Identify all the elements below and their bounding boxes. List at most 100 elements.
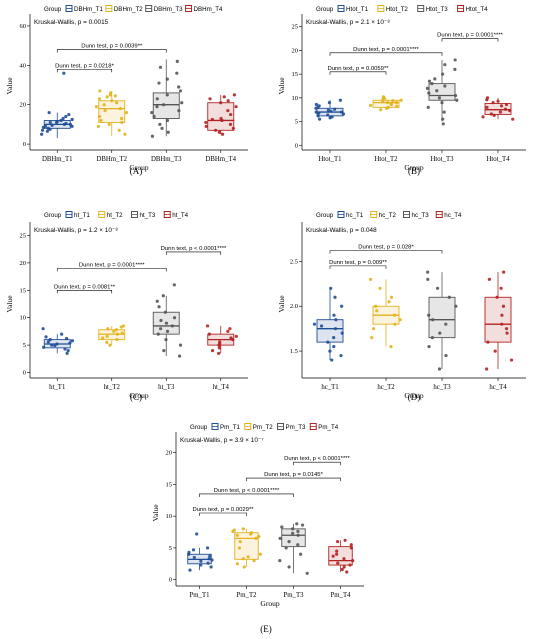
- data-point: [105, 340, 109, 344]
- data-point: [115, 338, 119, 342]
- data-point: [214, 128, 218, 132]
- data-point: [442, 110, 446, 114]
- data-point: [454, 304, 458, 308]
- data-point: [157, 81, 161, 85]
- boxplot-3: [426, 270, 458, 371]
- data-point: [330, 115, 334, 119]
- comparison-bracket: Dunn text, p < 0.0001****: [161, 246, 227, 255]
- data-point: [426, 270, 430, 274]
- data-point: [55, 119, 59, 124]
- x-tick-label: Htot_T1: [318, 156, 341, 163]
- legend-label: ht_T4: [172, 212, 188, 219]
- data-point: [44, 335, 48, 339]
- data-point: [374, 304, 378, 308]
- data-point: [235, 562, 240, 566]
- data-point: [165, 118, 170, 123]
- data-point: [165, 329, 170, 334]
- y-tick-label: 20: [166, 450, 173, 457]
- bracket-line: [56, 49, 167, 53]
- bracket-line: [199, 493, 294, 497]
- data-point: [226, 99, 230, 103]
- data-point: [67, 112, 71, 117]
- bracket-line: [56, 68, 113, 73]
- bracket-line: [329, 265, 387, 269]
- data-point: [326, 340, 330, 344]
- y-tick-label: 25: [292, 24, 299, 31]
- data-point: [117, 128, 121, 132]
- data-point: [254, 536, 258, 540]
- data-point: [210, 348, 215, 353]
- x-tick-label: Htot_T4: [486, 156, 510, 163]
- kruskal-wallis-label: Kruskal-Wallis, p = 1.2 × 10⁻⁸: [34, 227, 118, 234]
- data-point: [110, 99, 114, 103]
- data-point: [64, 114, 68, 119]
- y-tick-label: 20: [20, 102, 27, 109]
- data-point: [326, 113, 330, 117]
- data-point: [94, 105, 99, 109]
- legend-label: Htot_T4: [466, 6, 489, 13]
- data-point: [453, 67, 457, 72]
- legend-label: Htot_T3: [426, 6, 449, 13]
- data-point: [118, 107, 122, 111]
- data-point: [426, 105, 430, 109]
- data-point: [120, 116, 124, 121]
- data-point: [499, 286, 503, 290]
- data-point: [228, 122, 233, 126]
- data-point: [334, 318, 338, 322]
- bracket-line: [293, 461, 341, 466]
- data-point: [62, 71, 66, 75]
- legend-label: ht_T1: [74, 212, 90, 219]
- data-point: [291, 527, 295, 531]
- data-point: [97, 114, 102, 119]
- data-point: [99, 118, 103, 123]
- legend: Group DBHm_T1 DBHm_T2 DBHm_T3 DBHm_T4: [44, 5, 223, 13]
- data-point: [329, 286, 333, 290]
- y-tick-label: 15: [20, 287, 27, 294]
- panel-label: (E): [260, 624, 272, 634]
- dunn-test-label: Dunn text, p = 0.0145*: [264, 472, 323, 478]
- bracket-line: [441, 38, 499, 42]
- data-point: [427, 345, 431, 349]
- data-point: [232, 528, 236, 532]
- legend-label: ht_T2: [107, 212, 123, 219]
- boxplot-4: [205, 324, 238, 355]
- data-point: [50, 343, 54, 347]
- data-point: [486, 340, 490, 344]
- data-point: [217, 130, 221, 134]
- legend-label: Htot_T2: [386, 6, 409, 13]
- bracket-line: [56, 268, 167, 272]
- chart-panel-b: Group Htot_T1 Htot_T2 Htot_T3 Htot_T4 0 5 10 15 2…: [277, 5, 526, 176]
- data-point: [340, 567, 344, 572]
- data-point: [160, 126, 164, 130]
- data-point: [231, 126, 235, 130]
- chart-panel-c: Group ht_T1 ht_T2 ht_T3 ht_T4 0 5 10 15 20 25 Value…: [5, 211, 248, 402]
- data-point: [328, 349, 332, 353]
- data-point: [504, 102, 509, 107]
- data-point: [332, 107, 337, 111]
- data-point: [238, 539, 242, 544]
- x-tick-label: DBHm_T2: [96, 156, 127, 163]
- kruskal-wallis-label: Kruskal-Wallis, p = 0.0015: [34, 19, 109, 26]
- boxplot-2: [368, 277, 402, 349]
- data-point: [327, 100, 332, 105]
- data-point: [166, 130, 170, 134]
- data-point: [208, 97, 212, 101]
- data-point: [453, 93, 458, 98]
- chart-panel-e: Group Pm_T1 Pm_T2 Pm_T3 Pm_T4 0 5 10 15 20 Value Pm…: [151, 423, 364, 634]
- dunn-test-label: Dunn text, p = 0.0001****: [353, 47, 419, 53]
- data-point: [155, 105, 159, 109]
- bracket-line: [199, 512, 247, 516]
- data-point: [195, 532, 199, 536]
- data-point: [175, 59, 179, 63]
- legend-label: hc_T4: [444, 212, 462, 219]
- data-point: [296, 529, 300, 534]
- data-point: [487, 277, 492, 281]
- data-point: [115, 101, 119, 105]
- comparison-bracket: Dunn test, p = 0.0218*: [55, 63, 115, 73]
- data-point: [103, 109, 107, 113]
- data-point: [234, 105, 238, 109]
- data-point: [112, 329, 116, 334]
- data-point: [108, 343, 112, 347]
- dunn-test-label: Dunn test, p = 0.0039**: [81, 44, 143, 50]
- data-point: [177, 354, 182, 358]
